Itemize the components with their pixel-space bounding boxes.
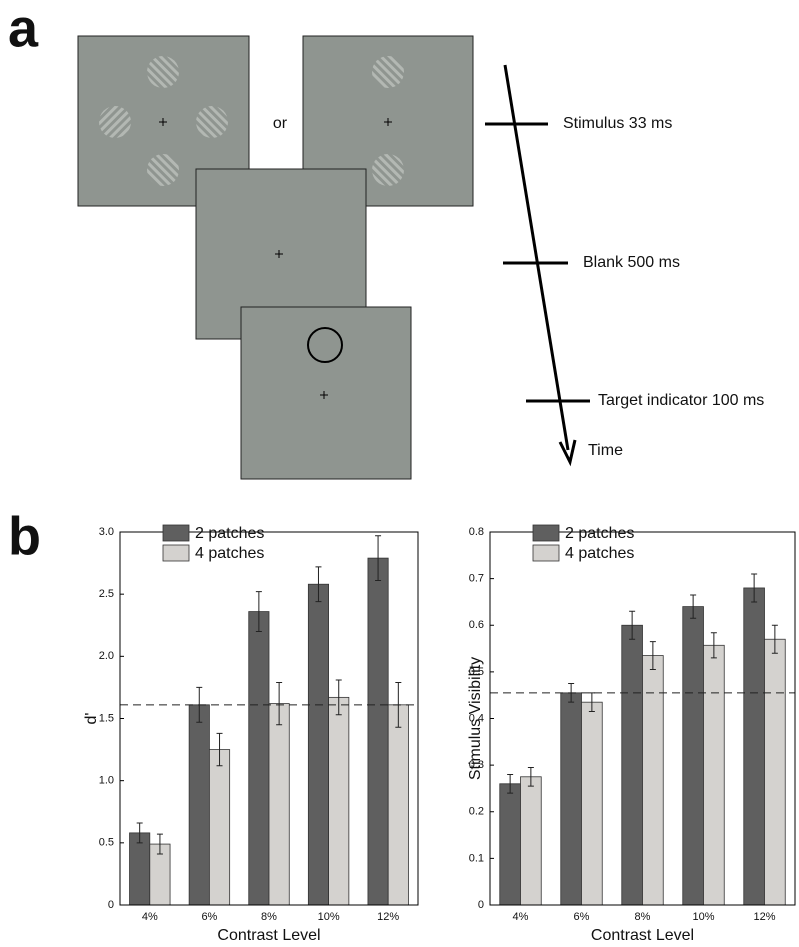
error-bar (156, 833, 163, 855)
error-bar (136, 822, 143, 844)
bar (560, 692, 582, 906)
bar (387, 704, 409, 906)
legend-swatch (532, 544, 560, 562)
y-tick-label: 2.5 (99, 588, 114, 600)
legend-label: 4 patches (195, 545, 264, 562)
bar (621, 624, 643, 906)
event-label: Target indicator 100 ms (598, 392, 764, 409)
bar (188, 704, 210, 906)
error-bar (255, 591, 262, 632)
bar (208, 749, 231, 906)
error-bar (335, 679, 342, 716)
legend-swatch (162, 524, 190, 542)
error-bar (315, 566, 322, 603)
y-tick-label: 0 (108, 899, 114, 911)
stimulus-4 (77, 35, 250, 207)
legend-label: 2 patches (195, 525, 264, 542)
legend-label: 4 patches (565, 545, 634, 562)
bar (743, 587, 765, 906)
x-axis-label: Contrast Level (591, 927, 694, 944)
y-tick-label: 0.1 (469, 852, 484, 864)
legend-swatch (532, 524, 560, 542)
error-bar (527, 766, 534, 787)
y-tick-label: 0.7 (469, 573, 484, 585)
y-tick-label: 0 (478, 899, 484, 911)
y-tick-label: 0.6 (469, 619, 484, 631)
y-axis-label: d' (83, 713, 100, 725)
error-bar (710, 632, 717, 659)
bar (248, 611, 270, 906)
bar (367, 557, 389, 906)
x-tick-label: 4% (513, 911, 529, 923)
panel-label: a (8, 0, 39, 58)
x-tick-label: 4% (142, 911, 158, 923)
bar (682, 606, 704, 906)
y-tick-label: 0.3 (469, 759, 484, 771)
x-tick-label: 10% (692, 911, 714, 923)
y-tick-label: 0.4 (469, 712, 484, 724)
bar (268, 703, 290, 906)
x-tick-label: 12% (377, 911, 399, 923)
x-tick-label: 6% (201, 911, 217, 923)
bar (520, 776, 542, 906)
x-tick-label: 8% (635, 911, 651, 923)
x-tick-label: 10% (318, 911, 340, 923)
error-bar (276, 681, 283, 726)
bar (307, 583, 329, 906)
event-label: Blank 500 ms (583, 254, 680, 271)
bar (703, 644, 725, 906)
error-bar (588, 692, 595, 713)
bar (328, 696, 350, 906)
y-axis-label: Stimulus Visibility (467, 657, 484, 780)
timeline (485, 64, 590, 467)
bar (764, 638, 786, 906)
or-label: or (273, 115, 288, 132)
panel-label: b (8, 506, 41, 566)
error-bar (375, 535, 382, 581)
legend-swatch (162, 544, 190, 562)
error-bar (751, 573, 758, 603)
y-tick-label: 0.5 (469, 666, 484, 678)
x-tick-label: 12% (753, 911, 775, 923)
error-bar (216, 732, 223, 767)
error-bar (507, 773, 514, 794)
bar (581, 701, 603, 906)
y-tick-label: 1.5 (99, 712, 114, 724)
y-tick-label: 3.0 (99, 526, 114, 538)
error-bar (690, 594, 697, 619)
error-bar (771, 624, 778, 654)
time-label: Time (588, 442, 623, 459)
legend-label: 2 patches (565, 525, 634, 542)
y-tick-label: 0.5 (99, 837, 114, 849)
bar (129, 832, 151, 906)
error-bar (629, 610, 636, 640)
y-tick-label: 1.0 (99, 775, 114, 787)
x-tick-label: 8% (261, 911, 277, 923)
target-screen (240, 306, 412, 480)
y-tick-label: 0.2 (469, 806, 484, 818)
x-tick-label: 6% (574, 911, 590, 923)
y-tick-label: 2.0 (99, 650, 114, 662)
error-bar (649, 641, 656, 671)
x-axis-label: Contrast Level (217, 927, 320, 944)
event-label: Stimulus 33 ms (563, 115, 672, 132)
y-tick-label: 0.8 (469, 526, 484, 538)
bar (499, 783, 521, 906)
